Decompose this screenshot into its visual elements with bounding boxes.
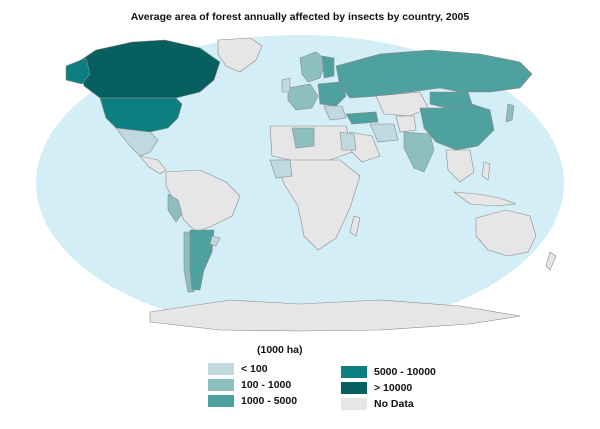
- country-madagascar: [349, 215, 361, 237]
- legend-label: 5000 - 10000: [374, 366, 436, 378]
- country-greenland: [217, 37, 263, 73]
- country-uk: [281, 77, 291, 93]
- legend-swatch: [341, 382, 367, 394]
- country-turkey: [345, 111, 379, 125]
- country-philippines: [481, 161, 491, 181]
- country-finland: [321, 55, 335, 79]
- country-scandinavia: [299, 51, 327, 83]
- legend-item-1000-5000: 1000 - 5000: [208, 395, 297, 407]
- map-title: Average area of forest annually affected…: [130, 11, 470, 23]
- country-russia: [335, 49, 533, 99]
- legend-swatch: [341, 398, 367, 410]
- country-argentina: [189, 229, 215, 291]
- legend-label: No Data: [374, 398, 414, 410]
- country-west-africa: [269, 159, 293, 179]
- country-iran: [369, 123, 399, 143]
- legend-item-gt-10000: > 10000: [341, 382, 412, 394]
- country-antarctica: [149, 299, 521, 332]
- country-egypt: [339, 131, 357, 151]
- country-kazakhstan: [375, 91, 429, 117]
- country-mexico: [115, 127, 159, 157]
- legend-label: < 100: [241, 363, 268, 375]
- legend-swatch: [208, 363, 234, 375]
- country-south-america-north: [165, 169, 241, 233]
- country-india: [403, 131, 435, 173]
- country-central-america: [139, 155, 167, 175]
- country-west-europe: [287, 83, 319, 111]
- legend-item-5000-10000: 5000 - 10000: [341, 366, 436, 378]
- legend-label: 1000 - 5000: [241, 395, 298, 407]
- country-usa: [99, 97, 183, 135]
- country-peru: [167, 193, 183, 223]
- country-afghanistan: [395, 115, 417, 133]
- country-indonesia: [452, 191, 517, 207]
- legend-swatch: [341, 366, 367, 378]
- country-central-africa: [275, 159, 361, 251]
- country-central-europe: [317, 81, 347, 107]
- country-se-asia: [445, 149, 475, 183]
- country-balkans: [323, 105, 347, 121]
- legend-unit-label: (1000 ha): [257, 344, 303, 356]
- country-new-zealand: [545, 251, 557, 271]
- legend-item-100-1000: 100 - 1000: [208, 379, 291, 391]
- country-australia: [475, 209, 537, 257]
- country-japan: [505, 103, 515, 123]
- country-algeria: [291, 127, 315, 149]
- legend-swatch: [208, 395, 234, 407]
- country-usa-alaska: [65, 57, 91, 85]
- legend-label: > 10000: [374, 382, 413, 394]
- legend-item-no-data: No Data: [341, 398, 414, 410]
- legend-swatch: [208, 379, 234, 391]
- country-uruguay: [209, 235, 221, 247]
- country-canada: [77, 39, 221, 99]
- legend-item-lt-100: < 100: [208, 363, 268, 375]
- legend-label: 100 - 1000: [241, 379, 292, 391]
